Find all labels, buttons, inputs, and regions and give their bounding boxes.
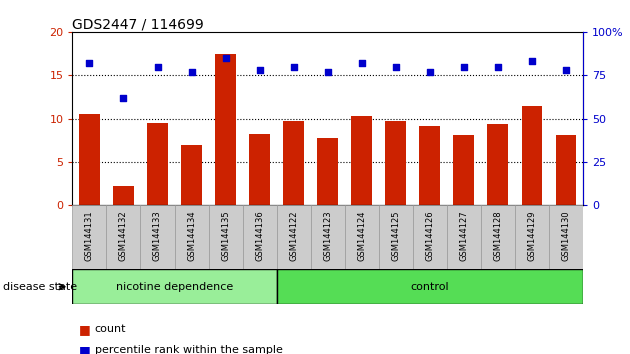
Point bbox=[493, 64, 503, 69]
Point bbox=[289, 64, 299, 69]
Bar bbox=[284, 121, 304, 205]
Bar bbox=[72, 205, 106, 269]
Bar bbox=[413, 205, 447, 269]
Text: GSM144125: GSM144125 bbox=[391, 210, 400, 261]
Bar bbox=[243, 205, 277, 269]
Text: percentile rank within the sample: percentile rank within the sample bbox=[94, 346, 282, 354]
Bar bbox=[175, 205, 209, 269]
Text: ■: ■ bbox=[79, 323, 91, 336]
Text: GSM144135: GSM144135 bbox=[221, 210, 230, 261]
Point bbox=[425, 69, 435, 75]
Bar bbox=[277, 205, 311, 269]
Bar bbox=[215, 53, 236, 205]
Point bbox=[357, 60, 367, 66]
Bar bbox=[345, 205, 379, 269]
Bar bbox=[106, 205, 140, 269]
Text: GSM144127: GSM144127 bbox=[459, 210, 468, 261]
Text: GSM144129: GSM144129 bbox=[527, 210, 536, 261]
Bar bbox=[79, 114, 100, 205]
Text: GSM144134: GSM144134 bbox=[187, 210, 196, 261]
Bar bbox=[515, 205, 549, 269]
Bar bbox=[379, 205, 413, 269]
Point bbox=[118, 95, 129, 101]
Bar bbox=[447, 205, 481, 269]
Text: ■: ■ bbox=[79, 344, 91, 354]
Text: GSM144124: GSM144124 bbox=[357, 210, 366, 261]
Bar bbox=[318, 138, 338, 205]
Point bbox=[459, 64, 469, 69]
Text: control: control bbox=[410, 282, 449, 292]
Text: GSM144130: GSM144130 bbox=[561, 210, 570, 261]
Text: nicotine dependence: nicotine dependence bbox=[116, 282, 233, 292]
Bar bbox=[488, 124, 508, 205]
Point bbox=[152, 64, 163, 69]
Text: GSM144128: GSM144128 bbox=[493, 210, 502, 261]
Bar bbox=[72, 269, 277, 304]
Bar bbox=[209, 205, 243, 269]
Text: GDS2447 / 114699: GDS2447 / 114699 bbox=[72, 18, 204, 32]
Bar bbox=[481, 205, 515, 269]
Point bbox=[255, 67, 265, 73]
Point bbox=[561, 67, 571, 73]
Point bbox=[186, 69, 197, 75]
Bar bbox=[522, 105, 542, 205]
Bar bbox=[181, 144, 202, 205]
Text: GSM144131: GSM144131 bbox=[85, 210, 94, 261]
Text: GSM144132: GSM144132 bbox=[119, 210, 128, 261]
Text: disease state: disease state bbox=[3, 282, 77, 292]
Bar bbox=[549, 205, 583, 269]
Text: GSM144126: GSM144126 bbox=[425, 210, 434, 261]
Point bbox=[391, 64, 401, 69]
Bar bbox=[277, 269, 583, 304]
Bar bbox=[113, 186, 134, 205]
Bar bbox=[420, 126, 440, 205]
Bar bbox=[352, 116, 372, 205]
Bar bbox=[454, 135, 474, 205]
Point bbox=[84, 60, 94, 66]
Text: GSM144136: GSM144136 bbox=[255, 210, 264, 261]
Text: count: count bbox=[94, 324, 126, 334]
Bar bbox=[386, 121, 406, 205]
Bar bbox=[556, 135, 576, 205]
Bar bbox=[311, 205, 345, 269]
Text: GSM144133: GSM144133 bbox=[153, 210, 162, 261]
Bar bbox=[249, 134, 270, 205]
Point bbox=[220, 55, 231, 61]
Text: GSM144123: GSM144123 bbox=[323, 210, 332, 261]
Point bbox=[527, 58, 537, 64]
Bar bbox=[140, 205, 175, 269]
Bar bbox=[147, 123, 168, 205]
Point bbox=[323, 69, 333, 75]
Text: GSM144122: GSM144122 bbox=[289, 210, 298, 261]
